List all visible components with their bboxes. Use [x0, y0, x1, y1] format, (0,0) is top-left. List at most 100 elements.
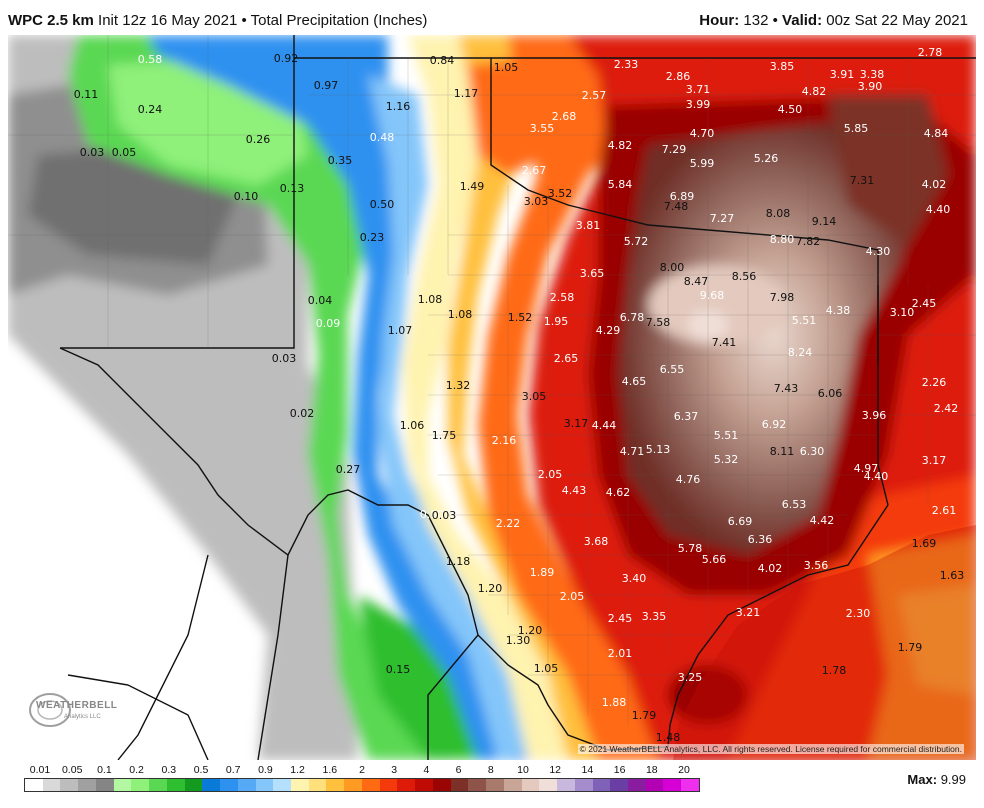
precip-value-label: 7.48 [664, 200, 689, 213]
precip-value-label: 1.88 [602, 696, 627, 709]
precip-value-label: 5.66 [702, 553, 727, 566]
precip-value-label: 0.97 [314, 79, 339, 92]
precip-value-label: 4.43 [562, 484, 587, 497]
map-header: WPC 2.5 km Init 12z 16 May 2021 • Total … [0, 0, 984, 36]
precip-value-label: 5.13 [646, 443, 671, 456]
legend-swatch [113, 779, 132, 791]
precip-value-label: 3.71 [686, 83, 711, 96]
precip-value-label: 1.07 [388, 324, 413, 337]
legend-swatch [273, 779, 292, 791]
precip-value-label: 0.50 [370, 198, 395, 211]
precip-value-label: 3.55 [530, 122, 555, 135]
precip-value-label: 3.35 [642, 610, 667, 623]
precip-value-label: 1.52 [508, 311, 533, 324]
legend-swatch [344, 779, 362, 791]
precip-value-label: 7.82 [796, 235, 821, 248]
legend-label: 4 [423, 764, 430, 776]
logo-name: WEATHERBELL [36, 700, 118, 711]
precip-value-label: 3.90 [858, 80, 883, 93]
precip-value-label: 4.65 [622, 375, 647, 388]
precip-value-label: 4.50 [778, 103, 803, 116]
precip-value-label: 4.62 [606, 486, 631, 499]
precip-value-label: 1.48 [656, 731, 681, 744]
precip-value-label: 6.92 [762, 418, 787, 431]
precip-value-label: 4.82 [802, 85, 827, 98]
precip-value-label: 1.89 [530, 566, 555, 579]
precip-value-label: 0.92 [274, 52, 299, 65]
precip-value-label: 4.02 [758, 562, 783, 575]
precip-value-label: 0.02 [290, 407, 315, 420]
precip-value-label: 2.30 [846, 607, 871, 620]
legend-swatch [521, 779, 540, 791]
precip-value-label: 7.98 [770, 291, 795, 304]
precip-value-label: 1.69 [912, 537, 937, 550]
precip-value-label: 2.65 [554, 352, 579, 365]
legend-swatch [681, 779, 699, 791]
precip-value-label: 8.56 [732, 270, 757, 283]
precip-value-label: 0.03 [80, 146, 105, 159]
legend-swatch [379, 779, 398, 791]
legend-label: 0.2 [129, 764, 144, 776]
valid-value: 00z Sat 22 May 2021 [826, 12, 968, 29]
precip-value-label: 2.86 [666, 70, 691, 83]
product-title: Total Precipitation (Inches) [250, 12, 428, 29]
precip-value-label: 4.40 [864, 470, 889, 483]
legend-swatch [131, 779, 150, 791]
title-separator: • [241, 12, 247, 29]
legend-label: 8 [487, 764, 494, 776]
legend-swatch [184, 779, 203, 791]
precip-value-label: 8.08 [766, 207, 791, 220]
weatherbell-logo: WEATHERBELL Analytics LLC [26, 686, 118, 732]
legend-swatch [60, 779, 79, 791]
precip-value-label: 0.84 [430, 54, 455, 67]
max-label: Max [907, 772, 933, 787]
legend-color-bar [24, 778, 700, 792]
precip-value-label: 2.05 [560, 590, 585, 603]
precip-value-label: 6.06 [818, 387, 843, 400]
legend-label: 3 [391, 764, 398, 776]
precip-value-label: 0.09 [316, 317, 341, 330]
precip-value-label: 2.33 [614, 58, 639, 71]
legend-swatch [95, 779, 114, 791]
precip-value-label: 0.03 [432, 509, 457, 522]
precip-value-label: 3.03 [524, 195, 549, 208]
precip-value-label: 6.55 [660, 363, 685, 376]
precip-value-label: 2.58 [550, 291, 575, 304]
precip-value-label: 1.20 [518, 624, 543, 637]
precip-value-label: 0.04 [308, 294, 333, 307]
precip-value-label: 3.21 [736, 606, 761, 619]
valid-separator: • [772, 12, 778, 29]
valid-label: Valid: [782, 12, 823, 29]
legend-swatch [149, 779, 167, 791]
precip-value-label: 7.27 [710, 212, 735, 225]
legend-label: 18 [645, 764, 658, 776]
legend-swatch [468, 779, 487, 791]
precip-value-label: 0.24 [138, 103, 163, 116]
precip-value-label: 3.68 [584, 535, 609, 548]
precip-value-label: 5.51 [714, 429, 739, 442]
precip-value-label: 1.17 [454, 87, 479, 100]
precip-value-label: 2.78 [918, 46, 943, 59]
legend-label: 1.2 [290, 764, 305, 776]
map-title: WPC 2.5 km Init 12z 16 May 2021 • Total … [8, 12, 427, 29]
hour-value: 132 [743, 12, 769, 29]
precip-value-label: 2.57 [582, 89, 607, 102]
legend-swatch [486, 779, 504, 791]
precip-value-label: 6.89 [670, 190, 695, 203]
max-number: 9.99 [940, 772, 966, 787]
precip-value-label: 6.30 [800, 445, 825, 458]
precip-value-label: 0.15 [386, 663, 411, 676]
legend-swatch [432, 779, 451, 791]
precip-value-label: 8.47 [684, 275, 709, 288]
precip-value-label: 3.10 [890, 306, 915, 319]
precip-value-label: 2.05 [538, 468, 563, 481]
precip-value-label: 0.26 [246, 133, 271, 146]
precip-value-label: 7.43 [774, 382, 799, 395]
legend-label: 10 [517, 764, 529, 776]
precip-value-label: 1.08 [418, 293, 443, 306]
precip-value-label: 2.45 [608, 612, 633, 625]
map-canvas: 0.58 0.92 0.84 1.05 2.33 2.86 3.85 3.91 3.38 2.78… [8, 35, 976, 760]
hour-label: Hour: [699, 12, 740, 29]
precip-value-label: 5.78 [678, 542, 703, 555]
precip-value-label: 1.18 [446, 555, 471, 568]
